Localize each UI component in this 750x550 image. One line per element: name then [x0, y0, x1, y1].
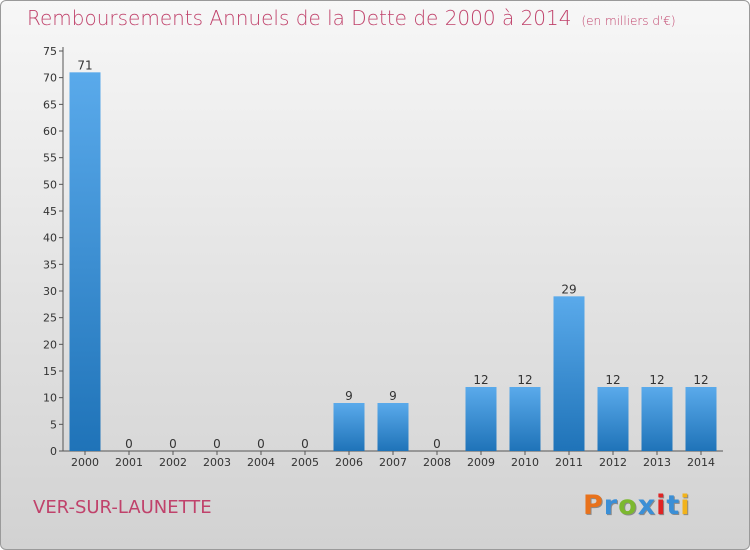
x-tick-label: 2005 [291, 456, 319, 469]
bar [685, 387, 717, 451]
axes: 0 5 10 15 20 25 30 35 40 45 50 55 60 65 70 75 2000 2001 20… [43, 45, 723, 469]
chart-title: Remboursements Annuels de la Dette de 20… [27, 6, 676, 30]
logo-letter: x [637, 490, 657, 521]
logo-letter: i [680, 490, 691, 521]
bar [509, 387, 541, 451]
logo-letter: o [618, 490, 638, 521]
y-tick-label: 10 [43, 392, 57, 405]
y-tick-label: 45 [43, 205, 57, 218]
unit-text: (en milliers d'€) [581, 14, 676, 28]
bars [69, 72, 717, 451]
data-label: 0 [257, 437, 265, 451]
bar [597, 387, 629, 451]
x-tick-label: 2001 [115, 456, 143, 469]
data-label: 0 [125, 437, 133, 451]
data-label: 9 [345, 389, 353, 403]
commune-name: VER-SUR-LAUNETTE [33, 497, 212, 518]
x-tick-label: 2010 [511, 456, 539, 469]
y-tick-label: 5 [50, 418, 57, 431]
data-label: 0 [433, 437, 441, 451]
data-label: 0 [169, 437, 177, 451]
y-tick-label: 40 [43, 232, 57, 245]
y-tick-label: 70 [43, 72, 57, 85]
bar [333, 403, 365, 451]
data-label: 29 [561, 282, 576, 296]
data-label: 0 [213, 437, 221, 451]
data-label: 12 [605, 373, 620, 387]
data-label: 9 [389, 389, 397, 403]
logo-letter: i [656, 490, 667, 521]
x-tick-label: 2008 [423, 456, 451, 469]
bar [377, 403, 409, 451]
y-tick-label: 35 [43, 258, 57, 271]
x-tick-label: 2004 [247, 456, 275, 469]
data-label: 0 [301, 437, 309, 451]
data-label: 12 [473, 373, 488, 387]
proxiti-logo[interactable]: Proxiti [583, 490, 691, 521]
x-tick-label: 2011 [555, 456, 583, 469]
logo-letter: P [583, 490, 604, 521]
x-tick-label: 2002 [159, 456, 187, 469]
y-tick-label: 65 [43, 98, 57, 111]
y-tick-label: 25 [43, 312, 57, 325]
logo-letter: t [666, 490, 681, 521]
data-label: 12 [517, 373, 532, 387]
logo-letter: r [603, 490, 619, 521]
data-label: 12 [693, 373, 708, 387]
y-tick-label: 0 [50, 445, 57, 458]
x-tick-label: 2012 [599, 456, 627, 469]
y-tick-label: 60 [43, 125, 57, 138]
x-tick-label: 2014 [687, 456, 715, 469]
y-tick-label: 75 [43, 45, 57, 58]
y-tick-label: 15 [43, 365, 57, 378]
y-tick-label: 20 [43, 338, 57, 351]
data-label: 71 [77, 58, 92, 72]
bar [553, 296, 585, 451]
labels: 71 0 0 0 0 0 9 9 0 12 12 29 12 12 12 [77, 58, 708, 451]
y-tick-label: 30 [43, 285, 57, 298]
bar [69, 72, 101, 451]
x-tick-label: 2007 [379, 456, 407, 469]
title-text: Remboursements Annuels de la Dette de 20… [27, 6, 572, 30]
x-tick-label: 2003 [203, 456, 231, 469]
y-tick-label: 55 [43, 152, 57, 165]
x-tick-label: 2013 [643, 456, 671, 469]
x-tick-label: 2000 [71, 456, 99, 469]
x-tick-label: 2006 [335, 456, 363, 469]
data-label: 12 [649, 373, 664, 387]
x-tick-label: 2009 [467, 456, 495, 469]
bar [465, 387, 497, 451]
bar [641, 387, 673, 451]
y-tick-label: 50 [43, 178, 57, 191]
